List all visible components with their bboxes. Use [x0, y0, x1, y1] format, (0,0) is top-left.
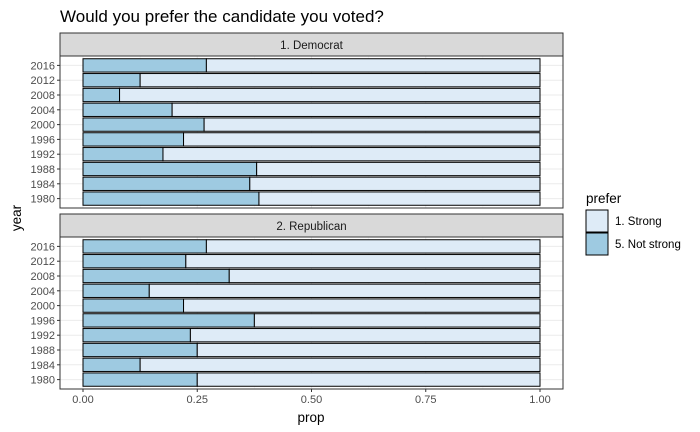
bar-segment — [82, 328, 191, 343]
bar-segment — [205, 58, 541, 73]
x-tick-label: 0.50 — [301, 394, 322, 406]
bar-segment — [82, 161, 258, 177]
y-tick-label: 2004 — [31, 105, 55, 117]
facet-strip-label: 1. Democrat — [280, 40, 343, 52]
chart-title: Would you prefer the candidate you voted… — [60, 7, 384, 26]
bar-segment — [82, 254, 187, 269]
bar-segment — [139, 73, 541, 88]
bar-segment — [119, 87, 541, 103]
bar-segment — [256, 161, 541, 177]
bar-segment — [82, 298, 185, 313]
bar-segment — [183, 298, 541, 313]
panel-1: 1. Democrat 2016 2012 2008 2004 2000 1996 1992 1… — [31, 32, 564, 209]
bar-segment — [203, 117, 541, 132]
bar-segment — [196, 372, 541, 387]
bar-segment — [189, 328, 541, 343]
x-tick-label: 0.25 — [187, 394, 208, 406]
y-tick-label: 1988 — [31, 345, 55, 357]
panel-2: 2. Republican 2016 2012 2008 2004 2000 1996 199… — [31, 213, 564, 390]
y-tick-label: 1992 — [31, 330, 55, 342]
bar-segment — [82, 73, 141, 88]
y-tick-label: 2004 — [31, 286, 55, 298]
bar-segment — [205, 239, 541, 254]
y-tick-label: 1996 — [31, 134, 55, 146]
bar-segment — [249, 176, 541, 191]
bar-segment — [82, 239, 207, 254]
bar-segment — [82, 87, 121, 103]
x-tick-label: 0.75 — [415, 394, 436, 406]
y-tick-label: 1992 — [31, 149, 55, 161]
y-tick-label: 1984 — [31, 360, 55, 372]
y-tick-label: 2016 — [31, 241, 55, 253]
y-tick-label: 1996 — [31, 315, 55, 327]
bar-segment — [228, 268, 541, 284]
bar-segment — [82, 268, 230, 284]
x-tick-label: 0.00 — [72, 394, 93, 406]
y-tick-label: 2016 — [31, 60, 55, 72]
facet-strip-label: 2. Republican — [276, 221, 346, 233]
x-tick-label: 1.00 — [529, 394, 550, 406]
y-tick-label: 2000 — [31, 301, 55, 313]
y-tick-label: 2008 — [31, 271, 55, 283]
y-tick-label: 1980 — [31, 375, 55, 387]
panel-border — [59, 55, 564, 209]
bar-segment — [82, 102, 173, 117]
y-tick-label: 1980 — [31, 194, 55, 206]
bar-segment — [82, 372, 198, 387]
legend-label: 5. Not strong — [615, 239, 681, 251]
y-tick-label: 1984 — [31, 179, 55, 191]
y-axis-title: year — [9, 204, 24, 231]
bar-segment — [82, 117, 205, 132]
bar-segment — [82, 283, 150, 298]
bar-segment — [253, 313, 541, 328]
x-axis-title: prop — [297, 410, 324, 425]
bar-segment — [82, 147, 164, 162]
y-tick-label: 1988 — [31, 164, 55, 176]
legend: prefer 1. Strong 5. Not strong — [585, 191, 681, 256]
bar-segment — [185, 254, 541, 269]
legend-title: prefer — [586, 191, 622, 206]
y-tick-label: 2012 — [31, 75, 55, 87]
bar-segment — [82, 313, 255, 328]
bar-segment — [82, 132, 185, 147]
y-tick-label: 2012 — [31, 256, 55, 268]
bar-segment — [196, 342, 541, 358]
bar-segment — [162, 147, 541, 162]
bar-segment — [148, 283, 541, 298]
y-tick-label: 2008 — [31, 90, 55, 102]
bar-segment — [258, 191, 541, 206]
legend-label: 1. Strong — [615, 216, 662, 228]
x-axis: 0.00 0.25 0.50 0.75 1.00 — [72, 389, 551, 406]
legend-key — [585, 232, 609, 256]
bar-segment — [82, 342, 198, 358]
bar-segment — [82, 58, 207, 73]
bar-segment — [171, 102, 541, 117]
bar-segment — [82, 357, 141, 372]
bar-segment — [82, 191, 260, 206]
bar-segment — [82, 176, 251, 191]
bar-segment — [183, 132, 541, 147]
legend-key — [585, 209, 609, 233]
bar-segment — [139, 357, 541, 372]
y-tick-label: 2000 — [31, 120, 55, 132]
panels-layer: 1. Democrat 2016 2012 2008 2004 2000 1996 1992 1… — [31, 32, 564, 390]
